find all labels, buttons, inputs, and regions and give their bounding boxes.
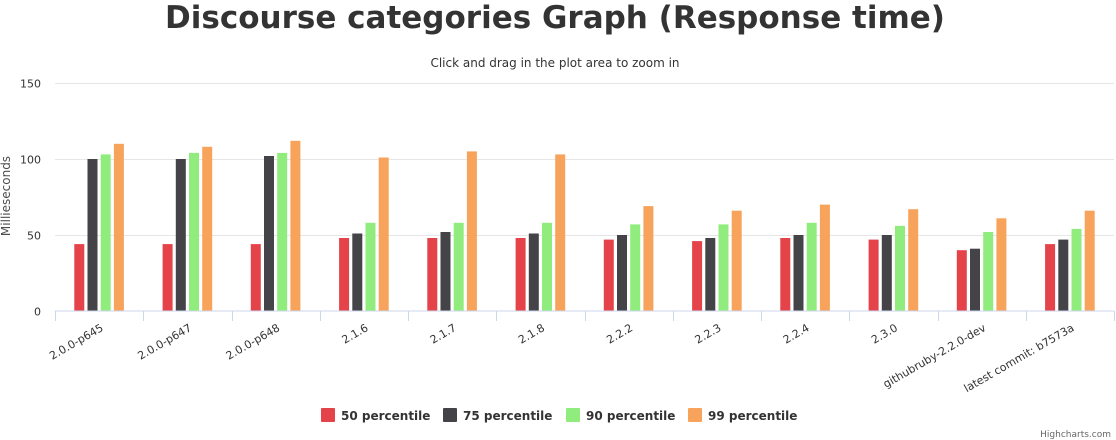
legend-label: 75 percentile — [463, 409, 552, 423]
y-tick-label: 100 — [20, 154, 41, 167]
legend-swatch — [443, 408, 457, 422]
bar[interactable] — [440, 232, 451, 311]
legend-swatch — [566, 408, 580, 422]
legend-label: 90 percentile — [586, 409, 675, 423]
legend-swatch — [688, 408, 702, 422]
series-1 — [74, 238, 1056, 311]
legend-item[interactable]: 99 percentile — [688, 408, 797, 423]
bar[interactable] — [1058, 239, 1069, 311]
bar[interactable] — [175, 159, 186, 311]
legend-item[interactable]: 90 percentile — [566, 408, 675, 423]
bar[interactable] — [515, 238, 526, 311]
chart-subtitle: Click and drag in the plot area to zoom … — [430, 56, 679, 70]
bar[interactable] — [87, 159, 98, 311]
bar[interactable] — [806, 222, 817, 311]
bar[interactable] — [555, 154, 566, 311]
bar[interactable] — [895, 225, 905, 311]
bar[interactable] — [264, 156, 274, 311]
bar[interactable] — [352, 233, 363, 312]
bar[interactable] — [956, 250, 967, 311]
series-2 — [87, 156, 1069, 312]
y-tick-label: 50 — [27, 230, 41, 243]
bar[interactable] — [718, 224, 729, 311]
bar[interactable] — [1084, 210, 1095, 311]
legend-label: 99 percentile — [708, 409, 797, 423]
bar[interactable] — [250, 244, 261, 311]
bar[interactable] — [74, 244, 85, 311]
y-tick-label: 0 — [34, 306, 41, 319]
bar[interactable] — [692, 241, 703, 311]
bar[interactable] — [339, 238, 350, 311]
bar[interactable] — [378, 157, 389, 312]
bar[interactable] — [731, 210, 742, 311]
bar[interactable] — [868, 239, 879, 311]
bar[interactable] — [1045, 244, 1056, 311]
bar[interactable] — [819, 204, 830, 311]
bar[interactable] — [908, 209, 919, 311]
bar[interactable] — [427, 238, 438, 311]
bar[interactable] — [603, 239, 614, 311]
series-3 — [100, 152, 1082, 311]
bar[interactable] — [1071, 228, 1082, 311]
bar[interactable] — [793, 235, 804, 311]
bar[interactable] — [277, 152, 288, 311]
bar[interactable] — [643, 206, 654, 311]
x-axis-ticks — [55, 311, 1115, 321]
bar[interactable] — [189, 152, 199, 311]
bar[interactable] — [970, 248, 980, 311]
legend-item[interactable]: 75 percentile — [443, 408, 552, 423]
credits-link[interactable]: Highcharts.com — [1040, 430, 1111, 440]
bar[interactable] — [290, 140, 301, 311]
chart-title: Discourse categories Graph (Response tim… — [165, 0, 945, 36]
bar[interactable] — [617, 235, 627, 311]
bar[interactable] — [113, 143, 124, 311]
y-axis-title: Millieseconds — [0, 156, 13, 236]
bar[interactable] — [705, 238, 716, 311]
gridlines — [55, 83, 1114, 236]
bar[interactable] — [453, 222, 464, 311]
y-tick-label: 150 — [20, 78, 41, 91]
legend-item[interactable]: 50 percentile — [321, 408, 430, 423]
bar[interactable] — [630, 224, 641, 311]
plot-area[interactable] — [74, 140, 1095, 312]
bar[interactable] — [162, 244, 173, 311]
series-4 — [113, 140, 1095, 312]
bar[interactable] — [365, 222, 376, 311]
bar[interactable] — [881, 235, 892, 311]
bar[interactable] — [996, 218, 1007, 311]
legend-label: 50 percentile — [341, 409, 430, 423]
bar[interactable] — [780, 238, 791, 311]
legend-swatch — [321, 408, 335, 422]
legend: 50 percentile 75 percentile 90 percentile 9… — [321, 408, 797, 423]
bar[interactable] — [202, 146, 213, 311]
y-axis-ticks: 0 50 100 150 — [20, 78, 41, 319]
bar[interactable] — [542, 222, 552, 311]
bar[interactable] — [466, 151, 477, 311]
bar[interactable] — [528, 233, 539, 312]
bar[interactable] — [100, 154, 111, 311]
bar[interactable] — [983, 232, 994, 311]
